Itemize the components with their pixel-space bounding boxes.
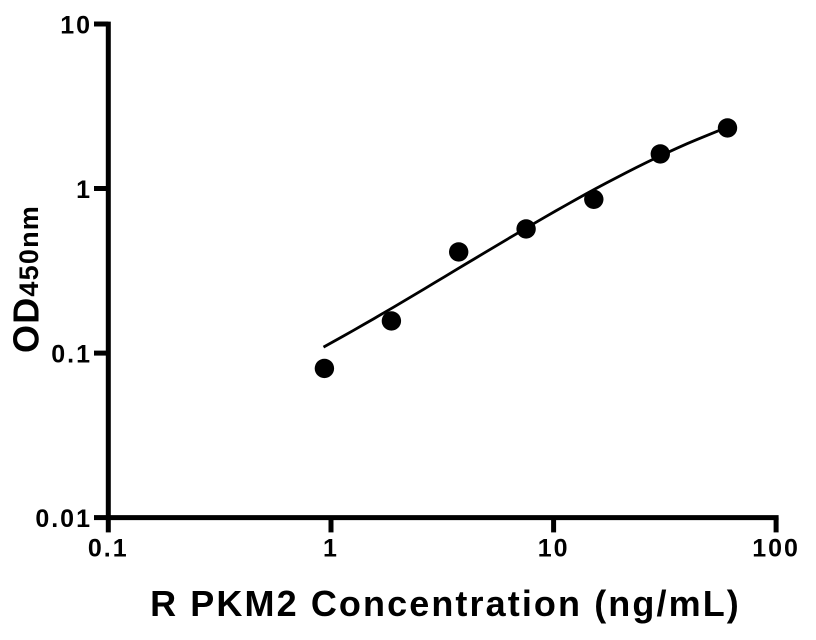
svg-text:0.1: 0.1 bbox=[51, 341, 92, 369]
svg-text:0.01: 0.01 bbox=[35, 505, 92, 533]
svg-text:10: 10 bbox=[60, 12, 92, 40]
svg-text:1: 1 bbox=[323, 535, 339, 563]
svg-text:100: 100 bbox=[752, 535, 800, 563]
svg-text:1: 1 bbox=[76, 176, 92, 204]
svg-text:10: 10 bbox=[538, 535, 570, 563]
svg-text:0.1: 0.1 bbox=[88, 535, 129, 563]
svg-text:R PKM2 Concentration (ng/mL): R PKM2 Concentration (ng/mL) bbox=[150, 583, 741, 624]
